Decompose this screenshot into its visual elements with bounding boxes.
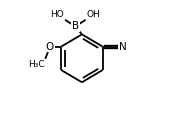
Text: N: N: [118, 42, 126, 52]
Text: O: O: [46, 42, 54, 52]
Text: OH: OH: [87, 10, 100, 19]
Text: H₃C: H₃C: [28, 60, 44, 69]
Text: B: B: [72, 21, 79, 31]
Text: HO: HO: [50, 10, 64, 19]
